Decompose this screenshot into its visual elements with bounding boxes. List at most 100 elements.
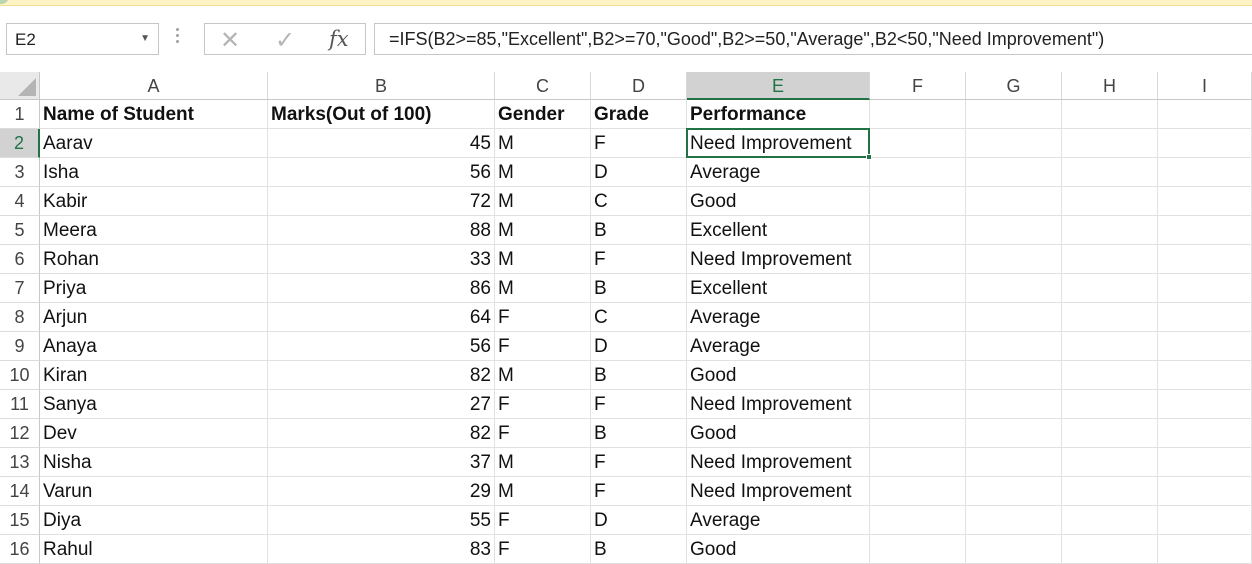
cell-a11[interactable]: Sanya	[40, 390, 268, 419]
row-header-11[interactable]: 11	[0, 390, 40, 419]
cell-a14[interactable]: Varun	[40, 477, 268, 506]
select-all-corner[interactable]	[0, 72, 40, 100]
cell-a12[interactable]: Dev	[40, 419, 268, 448]
cell-g10[interactable]	[966, 361, 1062, 390]
cell-b15[interactable]: 55	[268, 506, 495, 535]
cell-e4[interactable]: Good	[687, 187, 870, 216]
cell-i8[interactable]	[1158, 303, 1252, 332]
cell-c15[interactable]: F	[495, 506, 591, 535]
cell-a3[interactable]: Isha	[40, 158, 268, 187]
cell-d3[interactable]: D	[591, 158, 687, 187]
cell-g13[interactable]	[966, 448, 1062, 477]
cell-i5[interactable]	[1158, 216, 1252, 245]
cell-g2[interactable]	[966, 129, 1062, 158]
cell-b3[interactable]: 56	[268, 158, 495, 187]
name-box[interactable]: E2 ▼	[6, 23, 159, 55]
cell-c11[interactable]: F	[495, 390, 591, 419]
cell-e6[interactable]: Need Improvement	[687, 245, 870, 274]
cell-d15[interactable]: D	[591, 506, 687, 535]
cell-i2[interactable]	[1158, 129, 1252, 158]
cell-c8[interactable]: F	[495, 303, 591, 332]
row-header-3[interactable]: 3	[0, 158, 40, 187]
row-header-14[interactable]: 14	[0, 477, 40, 506]
cell-g14[interactable]	[966, 477, 1062, 506]
row-header-1[interactable]: 1	[0, 100, 40, 129]
cell-a1[interactable]: Name of Student	[40, 100, 268, 129]
cell-i16[interactable]	[1158, 535, 1252, 564]
cell-d10[interactable]: B	[591, 361, 687, 390]
cell-h11[interactable]	[1062, 390, 1158, 419]
cell-c7[interactable]: M	[495, 274, 591, 303]
cell-e16[interactable]: Good	[687, 535, 870, 564]
cell-d13[interactable]: F	[591, 448, 687, 477]
cell-h12[interactable]	[1062, 419, 1158, 448]
column-header-i[interactable]: I	[1158, 72, 1252, 100]
cell-e11[interactable]: Need Improvement	[687, 390, 870, 419]
cell-c13[interactable]: M	[495, 448, 591, 477]
cell-d6[interactable]: F	[591, 245, 687, 274]
cell-d4[interactable]: C	[591, 187, 687, 216]
row-header-7[interactable]: 7	[0, 274, 40, 303]
cell-a6[interactable]: Rohan	[40, 245, 268, 274]
cell-g3[interactable]	[966, 158, 1062, 187]
column-header-f[interactable]: F	[870, 72, 966, 100]
name-box-value[interactable]: E2	[15, 30, 36, 49]
cell-h8[interactable]	[1062, 303, 1158, 332]
cell-d1[interactable]: Grade	[591, 100, 687, 129]
cell-d9[interactable]: D	[591, 332, 687, 361]
cell-i3[interactable]	[1158, 158, 1252, 187]
formula-text[interactable]: =IFS(B2>=85,"Excellent",B2>=70,"Good",B2…	[389, 29, 1105, 49]
cell-e10[interactable]: Good	[687, 361, 870, 390]
cell-e5[interactable]: Excellent	[687, 216, 870, 245]
row-header-9[interactable]: 9	[0, 332, 40, 361]
cell-i7[interactable]	[1158, 274, 1252, 303]
cell-e8[interactable]: Average	[687, 303, 870, 332]
row-header-10[interactable]: 10	[0, 361, 40, 390]
column-header-e[interactable]: E	[687, 72, 870, 100]
cell-a4[interactable]: Kabir	[40, 187, 268, 216]
cell-g4[interactable]	[966, 187, 1062, 216]
cell-d5[interactable]: B	[591, 216, 687, 245]
cell-c1[interactable]: Gender	[495, 100, 591, 129]
cell-g6[interactable]	[966, 245, 1062, 274]
select-all-triangle-icon[interactable]	[18, 78, 36, 96]
cell-f6[interactable]	[870, 245, 966, 274]
cell-a2[interactable]: Aarav	[40, 129, 268, 158]
cell-b14[interactable]: 29	[268, 477, 495, 506]
cell-d2[interactable]: F	[591, 129, 687, 158]
column-header-b[interactable]: B	[268, 72, 495, 100]
cell-c6[interactable]: M	[495, 245, 591, 274]
cell-b13[interactable]: 37	[268, 448, 495, 477]
cell-a15[interactable]: Diya	[40, 506, 268, 535]
column-header-d[interactable]: D	[591, 72, 687, 100]
row-header-2[interactable]: 2	[0, 129, 40, 158]
cell-i1[interactable]	[1158, 100, 1252, 129]
cell-b7[interactable]: 86	[268, 274, 495, 303]
row-header-6[interactable]: 6	[0, 245, 40, 274]
cell-i15[interactable]	[1158, 506, 1252, 535]
cell-c5[interactable]: M	[495, 216, 591, 245]
cell-c16[interactable]: F	[495, 535, 591, 564]
cell-h1[interactable]	[1062, 100, 1158, 129]
cell-f14[interactable]	[870, 477, 966, 506]
cell-a9[interactable]: Anaya	[40, 332, 268, 361]
cell-i12[interactable]	[1158, 419, 1252, 448]
formula-input[interactable]: =IFS(B2>=85,"Excellent",B2>=70,"Good",B2…	[374, 23, 1252, 55]
cell-f15[interactable]	[870, 506, 966, 535]
fill-handle[interactable]	[866, 154, 872, 160]
cell-a8[interactable]: Arjun	[40, 303, 268, 332]
row-header-5[interactable]: 5	[0, 216, 40, 245]
cell-f7[interactable]	[870, 274, 966, 303]
cell-b6[interactable]: 33	[268, 245, 495, 274]
enter-check-icon[interactable]: ✓	[275, 27, 296, 54]
chevron-down-icon[interactable]: ▼	[140, 33, 150, 44]
cell-c3[interactable]: M	[495, 158, 591, 187]
cell-b2[interactable]: 45	[268, 129, 495, 158]
cell-g7[interactable]	[966, 274, 1062, 303]
cell-f11[interactable]	[870, 390, 966, 419]
cell-e3[interactable]: Average	[687, 158, 870, 187]
cell-f10[interactable]	[870, 361, 966, 390]
cell-c10[interactable]: M	[495, 361, 591, 390]
cell-i4[interactable]	[1158, 187, 1252, 216]
cell-c2[interactable]: M	[495, 129, 591, 158]
